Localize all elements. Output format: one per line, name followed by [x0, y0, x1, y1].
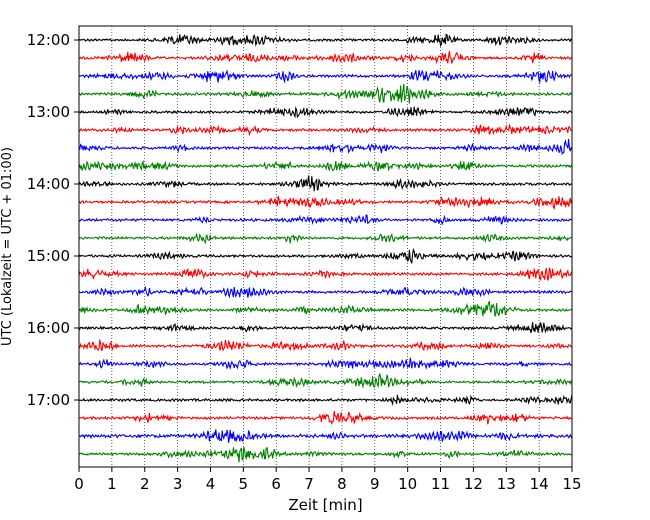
trace-1630: [78, 357, 573, 371]
x-axis-label: Zeit [min]: [288, 496, 362, 514]
trace-1645: [78, 372, 573, 389]
x-tick-label: 0: [74, 475, 84, 493]
x-tick-label: 2: [140, 475, 150, 493]
trace-1715: [78, 411, 573, 426]
x-tick-label: 11: [431, 475, 450, 493]
trace-1730: [78, 429, 573, 443]
y-tick-label: 14:00: [27, 175, 70, 193]
trace-1615: [78, 338, 572, 352]
y-tick-label: 15:00: [27, 247, 70, 265]
x-tick-label: 4: [206, 475, 216, 493]
trace-1400: [78, 175, 573, 192]
y-tick-label: 12:00: [27, 31, 70, 49]
trace-1700: [78, 394, 573, 406]
plot-frame: [78, 25, 573, 468]
trace-1330: [78, 139, 573, 155]
seismogram-traces: [78, 33, 573, 463]
x-tick-label: 7: [304, 475, 314, 493]
x-tick-label: 6: [271, 475, 281, 493]
trace-1600: [78, 322, 573, 334]
y-tick-label: 13:00: [27, 103, 70, 121]
x-tick-label: 9: [370, 475, 380, 493]
y-tick-label: 16:00: [27, 319, 70, 337]
trace-1200: [78, 33, 573, 47]
trace-1500: [78, 247, 573, 264]
trace-1530: [78, 285, 573, 299]
x-axis-ticks: 0 1 2 3 4 5 6 7 8 9 10 11 12 13 14 15: [74, 467, 582, 493]
x-tick-label: 13: [497, 475, 516, 493]
x-tick-label: 15: [562, 475, 581, 493]
x-tick-label: 3: [173, 475, 183, 493]
y-axis-ticks: 12:00 13:00 14:00 15:00 16:00 17:00: [27, 31, 79, 409]
trace-1345: [78, 159, 573, 172]
trace-1245: [78, 83, 572, 104]
trace-1430: [78, 214, 573, 226]
trace-1545: [78, 300, 572, 317]
x-tick-label: 8: [337, 475, 347, 493]
trace-1515: [78, 267, 573, 282]
trace-1230: [78, 69, 572, 85]
x-tick-label: 1: [107, 475, 117, 493]
x-tick-label: 10: [398, 475, 417, 493]
x-tick-label: 14: [530, 475, 549, 493]
y-axis-label: UTC (Lokalzeit = UTC + 01:00): [0, 147, 15, 346]
trace-1315: [78, 123, 573, 137]
x-tick-label: 5: [239, 475, 249, 493]
trace-1215: [78, 51, 573, 65]
trace-1745: [78, 446, 573, 463]
trace-1300: [78, 106, 573, 119]
y-tick-label: 17:00: [27, 391, 70, 409]
trace-1445: [78, 232, 572, 245]
trace-1415: [78, 195, 573, 210]
x-tick-label: 12: [464, 475, 483, 493]
